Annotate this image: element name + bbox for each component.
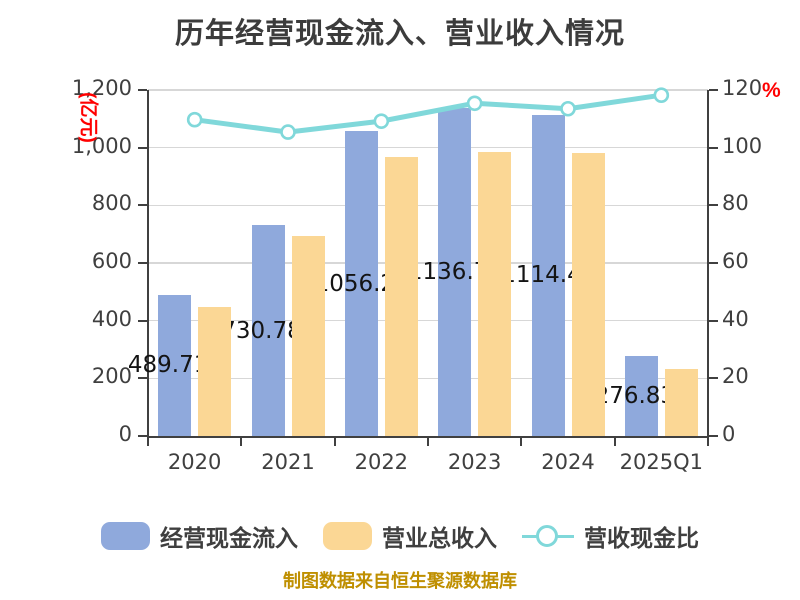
right-axis-tick-label: 120 — [722, 76, 763, 100]
x-axis-tick — [333, 438, 336, 446]
x-axis-tick — [147, 438, 149, 446]
right-axis-tick-label: 60 — [722, 249, 749, 273]
legend-label-revenue: 营业总收入 — [382, 525, 497, 551]
left-axis-tick — [138, 89, 147, 91]
bar-label-2021: 730.78 — [221, 317, 302, 344]
left-axis-unit-label: (亿元) — [77, 92, 99, 143]
left-axis-tick — [138, 319, 147, 322]
bar-revenue-2025Q1 — [664, 368, 698, 436]
x-axis-tick — [520, 438, 523, 446]
ratio-point-2020 — [186, 111, 203, 128]
data-source-caption: 制图数据来自恒生聚源数据库 — [283, 571, 517, 591]
legend-item-revenue[interactable]: 营业总收入 — [323, 519, 497, 553]
x-axis-label-2022: 2022 — [354, 450, 409, 474]
legend-label-cash-inflow: 经营现金流入 — [160, 525, 298, 551]
x-axis-tick — [613, 438, 616, 446]
x-axis — [147, 436, 709, 438]
x-axis-label-2024: 2024 — [541, 450, 595, 474]
chart-title: 历年经营现金流入、营业收入情况 — [174, 18, 625, 50]
y-axis-left — [147, 90, 149, 438]
left-axis-tick — [138, 262, 147, 264]
x-axis-label-2021: 2021 — [261, 450, 315, 474]
ratio-line-marker-icon — [522, 522, 574, 550]
revenue-swatch-icon — [323, 522, 372, 550]
bar-cash-inflow-2021 — [251, 225, 285, 436]
left-axis-tick — [138, 377, 147, 380]
bar-label-2022: 1056.2 — [314, 270, 396, 297]
bar-cash-inflow-2025Q1 — [624, 356, 658, 436]
x-axis-tick — [240, 438, 243, 446]
gridline — [148, 204, 708, 207]
right-axis-unit-label: % — [762, 79, 781, 102]
right-axis-tick-label: 0 — [722, 422, 736, 446]
left-axis-tick-label: 1,200 — [71, 76, 132, 100]
x-axis-label-2025Q1: 2025Q1 — [619, 450, 703, 474]
bar-cash-inflow-2023 — [438, 108, 472, 436]
left-axis-tick-label: 800 — [91, 191, 132, 216]
ratio-point-2022 — [373, 113, 390, 129]
x-axis-label-2023: 2023 — [447, 450, 502, 474]
left-axis-tick — [138, 146, 147, 149]
gridline — [148, 89, 708, 91]
left-axis-tick — [138, 435, 147, 437]
legend-item-cash-inflow[interactable]: 经营现金流入 — [101, 519, 298, 553]
y-axis-right — [707, 90, 709, 438]
bar-revenue-2024 — [571, 152, 605, 436]
right-axis-tick — [709, 377, 718, 380]
ratio-point-2024 — [560, 100, 576, 117]
gridline — [148, 146, 708, 149]
bar-label-2023: 1136.7 — [407, 259, 489, 286]
right-axis-tick-label: 80 — [722, 191, 749, 216]
ratio-point-2021 — [280, 124, 296, 140]
right-axis-tick — [709, 89, 718, 91]
bar-revenue-2022 — [384, 157, 418, 436]
x-axis-tick — [707, 438, 709, 446]
right-axis-tick — [709, 146, 718, 149]
bar-revenue-2023 — [478, 151, 512, 436]
right-axis-tick-label: 40 — [722, 306, 749, 331]
gridline — [148, 377, 708, 380]
left-axis-tick — [138, 204, 147, 207]
left-axis-tick-label: 600 — [91, 249, 132, 273]
bar-cash-inflow-2020 — [158, 294, 192, 436]
bar-cash-inflow-2022 — [344, 131, 378, 436]
cash-inflow-swatch-icon — [101, 522, 150, 550]
legend-label-ratio: 营收现金比 — [584, 525, 699, 551]
left-axis-tick-label: 1,000 — [71, 133, 132, 158]
right-axis-tick — [709, 435, 718, 437]
bar-label-2020: 489.71 — [127, 352, 209, 379]
left-axis-tick-label: 200 — [91, 364, 132, 389]
x-axis-label-2020: 2020 — [167, 450, 222, 474]
right-axis-tick-label: 20 — [722, 364, 749, 389]
bar-cash-inflow-2024 — [531, 114, 565, 436]
x-axis-tick — [427, 438, 429, 446]
gridline — [148, 319, 708, 322]
right-axis-tick-label: 100 — [722, 133, 763, 158]
bar-revenue-2020 — [198, 307, 232, 436]
bar-revenue-2021 — [291, 236, 325, 436]
right-axis-tick — [709, 204, 718, 207]
bar-label-2024: 1114.4 — [501, 262, 582, 289]
legend-item-ratio[interactable]: 营收现金比 — [522, 519, 699, 553]
bar-label-2025Q1: 276.83 — [594, 383, 676, 410]
gridline — [148, 262, 708, 264]
legend: 经营现金流入 营业总收入 营收现金比 — [0, 519, 800, 553]
right-axis-tick — [709, 319, 718, 322]
left-axis-tick-label: 0 — [118, 422, 132, 446]
left-axis-tick-label: 400 — [91, 306, 132, 331]
right-axis-tick — [709, 262, 718, 264]
